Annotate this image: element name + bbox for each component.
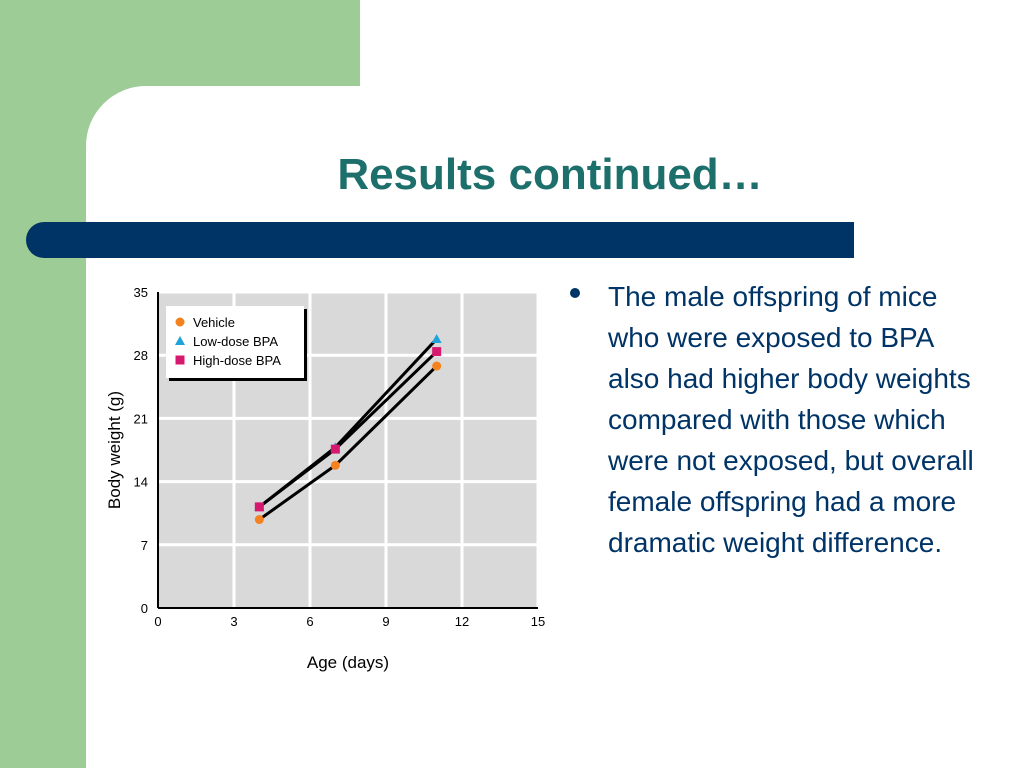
data-point bbox=[431, 333, 442, 343]
x-tick-label: 6 bbox=[306, 614, 313, 629]
legend-marker bbox=[175, 336, 185, 345]
data-point bbox=[254, 502, 264, 512]
y-tick-label: 14 bbox=[134, 475, 148, 490]
legend-marker bbox=[175, 355, 185, 365]
legend-label: Vehicle bbox=[193, 315, 235, 330]
y-tick-label: 28 bbox=[134, 348, 148, 363]
bullet-icon bbox=[570, 288, 580, 298]
x-tick-label: 0 bbox=[154, 614, 161, 629]
slide-title: Results continued… bbox=[337, 150, 763, 199]
data-point bbox=[330, 444, 340, 454]
bullet-item: The male offspring of mice who were expo… bbox=[566, 276, 986, 563]
body-weight-chart: 0 3 6 9 12 15 0 7 14 21 28 35 Age (days) Body weight … bbox=[100, 280, 550, 685]
legend-box bbox=[166, 306, 304, 378]
title-underline-bar bbox=[26, 222, 854, 258]
bullet-text: The male offspring of mice who were expo… bbox=[608, 281, 974, 558]
data-point bbox=[254, 515, 264, 525]
y-tick-label: 7 bbox=[141, 538, 148, 553]
data-point bbox=[432, 361, 442, 371]
x-tick-label: 9 bbox=[382, 614, 389, 629]
y-axis-title: Body weight (g) bbox=[105, 391, 124, 509]
chart-svg: 0 3 6 9 12 15 0 7 14 21 28 35 Age (days) Body weight … bbox=[105, 285, 545, 672]
legend-label: Low-dose BPA bbox=[193, 334, 278, 349]
legend-marker bbox=[175, 317, 185, 327]
green-top-band bbox=[0, 0, 360, 86]
x-tick-label: 3 bbox=[230, 614, 237, 629]
y-tick-label: 35 bbox=[134, 285, 148, 300]
x-tick-label: 12 bbox=[455, 614, 469, 629]
data-point bbox=[432, 347, 442, 357]
x-axis-title: Age (days) bbox=[307, 653, 389, 672]
legend-label: High-dose BPA bbox=[193, 353, 281, 368]
data-point bbox=[330, 460, 340, 470]
y-tick-label: 0 bbox=[141, 601, 148, 616]
x-tick-label: 15 bbox=[531, 614, 545, 629]
green-sidebar bbox=[0, 0, 86, 768]
y-tick-label: 21 bbox=[134, 411, 148, 426]
